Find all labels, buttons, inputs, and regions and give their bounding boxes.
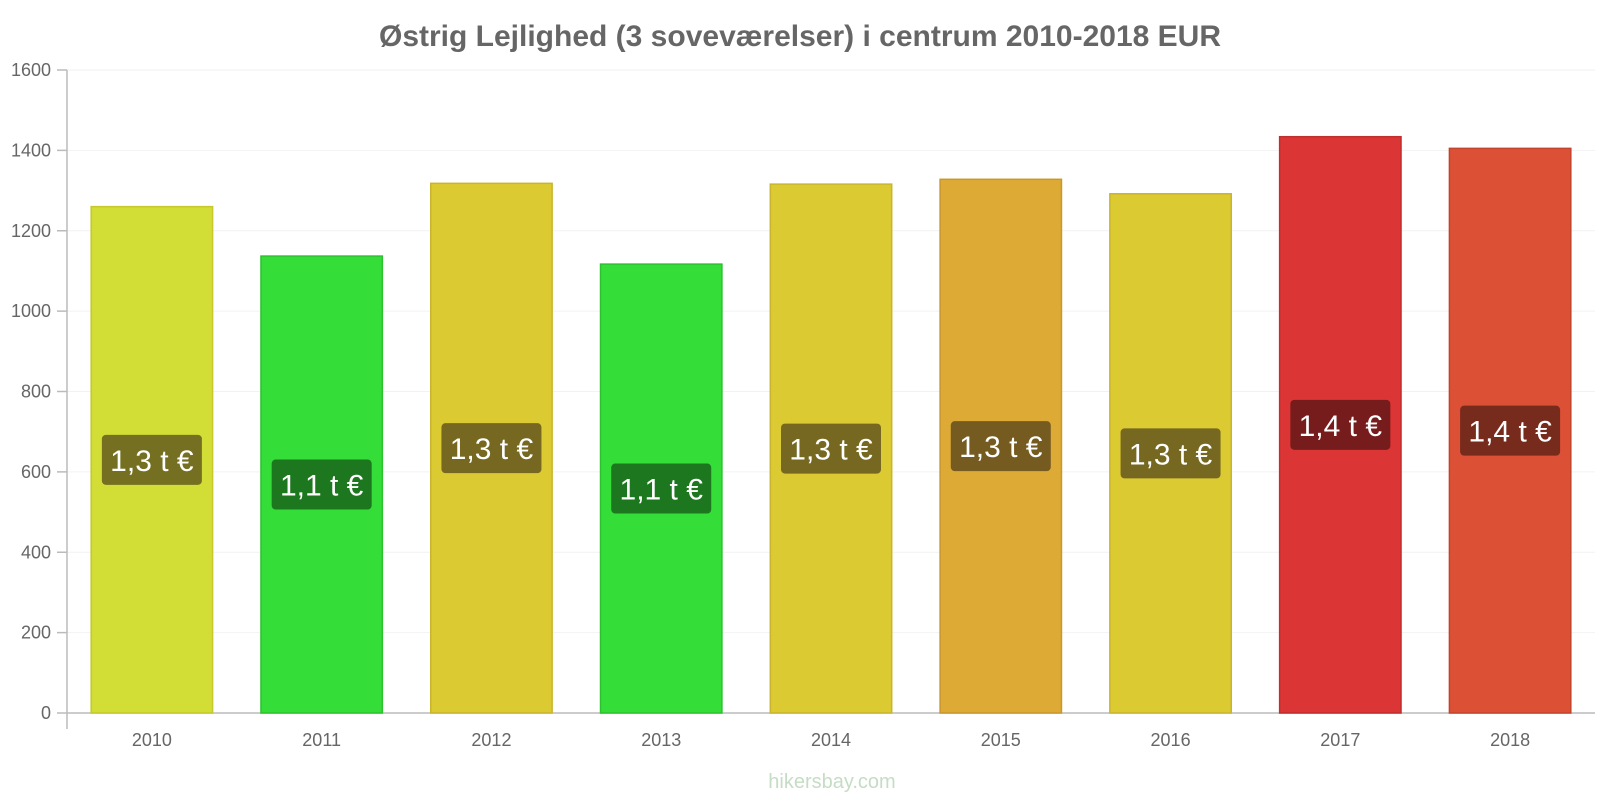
chart-title: Østrig Lejlighed (3 soveværelser) i cent… (379, 20, 1221, 53)
y-tick-label: 200 (21, 623, 51, 643)
data-label-2010: 1,3 t € (110, 445, 194, 478)
data-label-box-2015 (950, 421, 1051, 472)
data-label-box-2018 (1460, 405, 1561, 456)
data-label-2014: 1,3 t € (789, 434, 873, 467)
watermark: hikersbay.com (768, 771, 895, 793)
y-tick-label: 600 (21, 462, 51, 482)
x-tick-label-2012: 2012 (471, 730, 511, 750)
x-tick-label-2018: 2018 (1490, 730, 1530, 750)
y-tick-label: 1000 (11, 301, 51, 321)
y-tick-labels: 0 200 400 600 800 1000 1200 1400 1600 (11, 60, 51, 723)
data-label-box-2011 (271, 459, 372, 510)
x-tick-label-2016: 2016 (1151, 730, 1191, 750)
x-tick-label-2017: 2017 (1320, 730, 1360, 750)
x-tick-label-2010: 2010 (132, 730, 172, 750)
x-tick-label-2015: 2015 (981, 730, 1021, 750)
data-label-box-2016 (1120, 428, 1221, 479)
y-tick-label: 800 (21, 382, 51, 402)
y-tick-label: 0 (41, 703, 51, 723)
data-labels: 1,3 t € 1,1 t € 1,3 t € 1,1 t € 1,3 t € 1,3 t… (101, 399, 1561, 514)
data-label-box-2013 (611, 463, 712, 514)
data-label-box-2010 (101, 434, 202, 485)
data-label-2015: 1,3 t € (959, 431, 1043, 464)
x-tick-labels: 2010 2011 2012 2013 2014 2015 2016 2017 2018 (132, 730, 1530, 750)
x-tick-label-2014: 2014 (811, 730, 851, 750)
data-label-2017: 1,4 t € (1299, 410, 1383, 443)
y-tick-label: 1200 (11, 221, 51, 241)
x-tick-label-2013: 2013 (641, 730, 681, 750)
y-tick-label: 1400 (11, 140, 51, 160)
data-label-box-2014 (781, 423, 881, 474)
data-label-2012: 1,3 t € (450, 433, 534, 466)
y-tick-label: 400 (21, 542, 51, 562)
data-label-box-2017 (1290, 399, 1391, 450)
data-label-2018: 1,4 t € (1468, 416, 1552, 449)
x-tick-label-2011: 2011 (302, 730, 341, 750)
y-tick-label: 1600 (11, 60, 51, 80)
data-label-2011: 1,1 t € (280, 470, 364, 503)
data-label-box-2012 (441, 423, 542, 474)
data-label-2013: 1,1 t € (620, 474, 704, 507)
data-label-2016: 1,3 t € (1129, 438, 1213, 471)
